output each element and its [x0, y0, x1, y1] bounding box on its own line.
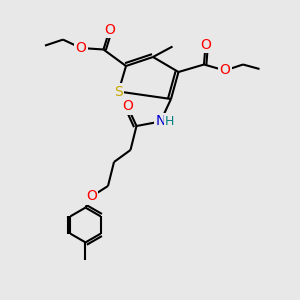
Text: O: O: [220, 64, 230, 77]
Text: O: O: [200, 38, 211, 52]
Text: O: O: [86, 190, 97, 203]
Text: S: S: [114, 85, 123, 98]
Text: O: O: [122, 100, 133, 113]
Text: N: N: [155, 115, 166, 128]
Text: H: H: [165, 115, 174, 128]
Text: O: O: [76, 41, 86, 55]
Text: O: O: [104, 23, 115, 37]
